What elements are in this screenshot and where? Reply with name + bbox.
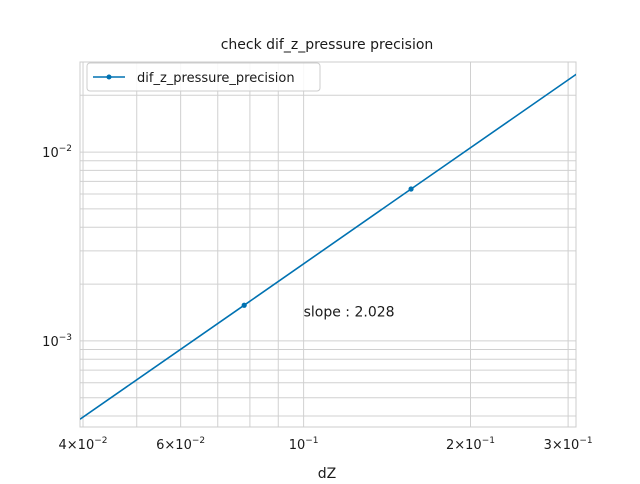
y-tick-label: 10−2 [42,144,72,161]
x-tick-label: 6×10−2 [156,436,205,453]
x-tick-label: 3×10−1 [544,436,593,453]
legend: dif_z_pressure_precision [86,62,321,92]
x-axis-label: dZ [318,466,336,480]
legend-marker-swatch [106,74,112,80]
grid-lines [80,62,576,427]
x-tick-label: 10−1 [289,436,319,453]
legend-box [86,62,321,92]
data-point [241,302,247,308]
x-tick-label: 2×10−1 [446,436,495,453]
series-layer [80,73,576,420]
slope-annotation: slope : 2.028 [304,304,395,320]
series-line [80,73,576,420]
tick-labels: 4×10−2 6×10−2 10−1 2×10−1 3×10−1 10−2 10−3 [42,144,592,453]
chart-title: check dif_z_pressure precision [221,37,434,53]
x-tick-label: 4×10−2 [59,436,108,453]
y-tick-label: 10−3 [42,333,72,350]
plot-frame [79,61,577,428]
data-point [408,186,414,192]
legend-label: dif_z_pressure_precision [137,71,295,86]
